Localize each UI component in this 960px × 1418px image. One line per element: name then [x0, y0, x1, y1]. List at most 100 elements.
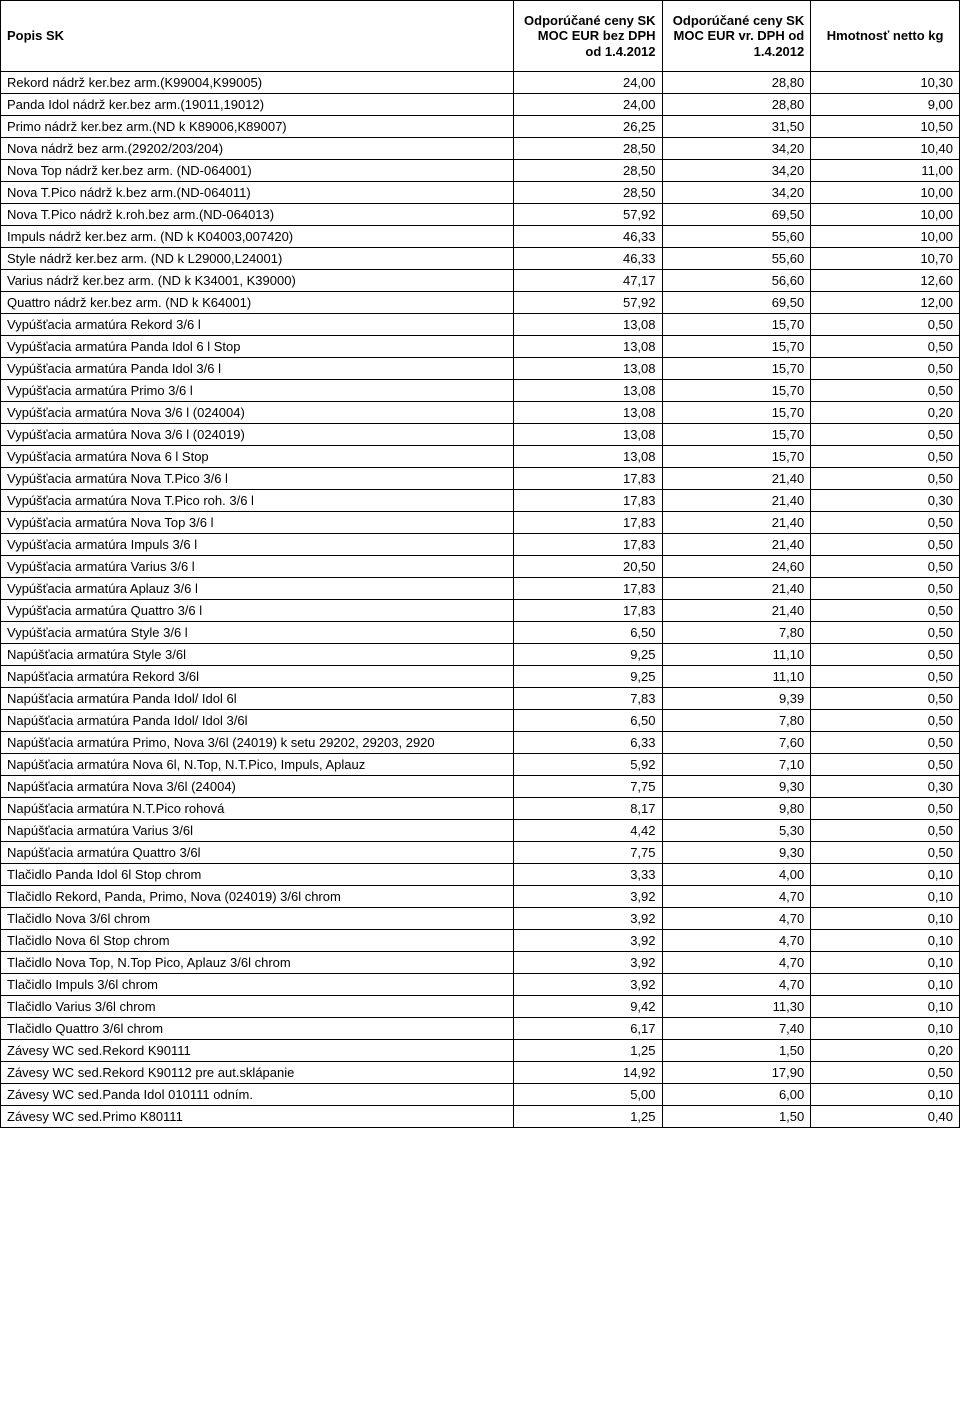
cell-desc: Napúšťacia armatúra Panda Idol/ Idol 3/6…	[1, 710, 514, 732]
cell-weight: 0,50	[811, 754, 960, 776]
cell-price-incvat: 1,50	[662, 1040, 811, 1062]
cell-desc: Vypúšťacia armatúra Nova Top 3/6 l	[1, 512, 514, 534]
cell-weight: 0,50	[811, 622, 960, 644]
cell-price-exvat: 4,42	[513, 820, 662, 842]
cell-desc: Závesy WC sed.Primo K80111	[1, 1106, 514, 1128]
cell-price-incvat: 15,70	[662, 446, 811, 468]
table-row: Impuls nádrž ker.bez arm. (ND k K04003,0…	[1, 226, 960, 248]
cell-price-exvat: 3,92	[513, 974, 662, 996]
table-row: Vypúšťacia armatúra Varius 3/6 l20,5024,…	[1, 556, 960, 578]
cell-price-exvat: 17,83	[513, 490, 662, 512]
cell-desc: Tlačidlo Quattro 3/6l chrom	[1, 1018, 514, 1040]
table-row: Vypúšťacia armatúra Nova 6 l Stop13,0815…	[1, 446, 960, 468]
table-row: Nova nádrž bez arm.(29202/203/204)28,503…	[1, 138, 960, 160]
cell-price-exvat: 9,42	[513, 996, 662, 1018]
cell-price-exvat: 28,50	[513, 138, 662, 160]
cell-price-exvat: 3,92	[513, 930, 662, 952]
cell-weight: 0,50	[811, 534, 960, 556]
cell-price-incvat: 9,80	[662, 798, 811, 820]
cell-price-incvat: 17,90	[662, 1062, 811, 1084]
cell-price-incvat: 11,10	[662, 644, 811, 666]
table-row: Napúšťacia armatúra Varius 3/6l4,425,300…	[1, 820, 960, 842]
table-row: Tlačidlo Nova Top, N.Top Pico, Aplauz 3/…	[1, 952, 960, 974]
cell-desc: Napúšťacia armatúra Quattro 3/6l	[1, 842, 514, 864]
cell-price-exvat: 13,08	[513, 424, 662, 446]
cell-price-incvat: 69,50	[662, 204, 811, 226]
cell-weight: 0,50	[811, 820, 960, 842]
cell-weight: 0,10	[811, 886, 960, 908]
table-row: Primo nádrž ker.bez arm.(ND k K89006,K89…	[1, 116, 960, 138]
cell-weight: 0,30	[811, 776, 960, 798]
cell-weight: 0,50	[811, 380, 960, 402]
header-desc: Popis SK	[1, 1, 514, 72]
cell-desc: Tlačidlo Nova 6l Stop chrom	[1, 930, 514, 952]
table-row: Vypúšťacia armatúra Panda Idol 3/6 l13,0…	[1, 358, 960, 380]
cell-price-exvat: 24,00	[513, 94, 662, 116]
cell-desc: Tlačidlo Nova 3/6l chrom	[1, 908, 514, 930]
cell-desc: Vypúšťacia armatúra Panda Idol 3/6 l	[1, 358, 514, 380]
table-row: Napúšťacia armatúra Nova 3/6l (24004)7,7…	[1, 776, 960, 798]
cell-weight: 0,10	[811, 996, 960, 1018]
cell-price-incvat: 7,40	[662, 1018, 811, 1040]
table-row: Nova T.Pico nádrž k.roh.bez arm.(ND-0640…	[1, 204, 960, 226]
cell-price-exvat: 7,75	[513, 776, 662, 798]
table-row: Quattro nádrž ker.bez arm. (ND k K64001)…	[1, 292, 960, 314]
cell-price-incvat: 21,40	[662, 512, 811, 534]
cell-weight: 0,40	[811, 1106, 960, 1128]
cell-price-exvat: 13,08	[513, 380, 662, 402]
cell-price-exvat: 7,83	[513, 688, 662, 710]
cell-weight: 0,20	[811, 402, 960, 424]
cell-weight: 10,70	[811, 248, 960, 270]
cell-price-exvat: 17,83	[513, 468, 662, 490]
cell-desc: Závesy WC sed.Panda Idol 010111 odním.	[1, 1084, 514, 1106]
cell-price-incvat: 4,70	[662, 908, 811, 930]
cell-weight: 0,10	[811, 1084, 960, 1106]
table-row: Napúšťacia armatúra Quattro 3/6l7,759,30…	[1, 842, 960, 864]
cell-price-incvat: 1,50	[662, 1106, 811, 1128]
cell-weight: 0,10	[811, 1018, 960, 1040]
table-row: Napúšťacia armatúra N.T.Pico rohová8,179…	[1, 798, 960, 820]
cell-desc: Vypúšťacia armatúra Nova 3/6 l (024019)	[1, 424, 514, 446]
cell-price-incvat: 56,60	[662, 270, 811, 292]
cell-price-incvat: 31,50	[662, 116, 811, 138]
cell-price-incvat: 15,70	[662, 380, 811, 402]
cell-desc: Napúšťacia armatúra Rekord 3/6l	[1, 666, 514, 688]
table-row: Tlačidlo Nova 6l Stop chrom3,924,700,10	[1, 930, 960, 952]
cell-price-incvat: 34,20	[662, 138, 811, 160]
table-row: Napúšťacia armatúra Nova 6l, N.Top, N.T.…	[1, 754, 960, 776]
cell-desc: Vypúšťacia armatúra Primo 3/6 l	[1, 380, 514, 402]
cell-weight: 10,40	[811, 138, 960, 160]
cell-weight: 0,10	[811, 908, 960, 930]
cell-price-exvat: 13,08	[513, 336, 662, 358]
cell-price-exvat: 13,08	[513, 314, 662, 336]
table-row: Napúšťacia armatúra Panda Idol/ Idol 6l7…	[1, 688, 960, 710]
table-row: Tlačidlo Impuls 3/6l chrom3,924,700,10	[1, 974, 960, 996]
cell-weight: 0,50	[811, 798, 960, 820]
cell-desc: Nova Top nádrž ker.bez arm. (ND-064001)	[1, 160, 514, 182]
cell-desc: Vypúšťacia armatúra Varius 3/6 l	[1, 556, 514, 578]
table-row: Napúšťacia armatúra Panda Idol/ Idol 3/6…	[1, 710, 960, 732]
cell-desc: Quattro nádrž ker.bez arm. (ND k K64001)	[1, 292, 514, 314]
cell-weight: 0,50	[811, 578, 960, 600]
cell-desc: Vypúšťacia armatúra Quattro 3/6 l	[1, 600, 514, 622]
table-body: Rekord nádrž ker.bez arm.(K99004,K99005)…	[1, 72, 960, 1128]
table-row: Vypúšťacia armatúra Panda Idol 6 l Stop1…	[1, 336, 960, 358]
cell-weight: 0,50	[811, 336, 960, 358]
cell-price-incvat: 15,70	[662, 336, 811, 358]
cell-desc: Vypúšťacia armatúra Panda Idol 6 l Stop	[1, 336, 514, 358]
cell-weight: 0,10	[811, 864, 960, 886]
cell-desc: Vypúšťacia armatúra Aplauz 3/6 l	[1, 578, 514, 600]
header-row: Popis SK Odporúčané ceny SK MOC EUR bez …	[1, 1, 960, 72]
cell-price-exvat: 6,50	[513, 710, 662, 732]
table-row: Tlačidlo Nova 3/6l chrom3,924,700,10	[1, 908, 960, 930]
cell-price-incvat: 6,00	[662, 1084, 811, 1106]
cell-desc: Tlačidlo Varius 3/6l chrom	[1, 996, 514, 1018]
table-row: Vypúšťacia armatúra Nova 3/6 l (024004)1…	[1, 402, 960, 424]
cell-desc: Vypúšťacia armatúra Nova T.Pico roh. 3/6…	[1, 490, 514, 512]
cell-desc: Vypúšťacia armatúra Rekord 3/6 l	[1, 314, 514, 336]
cell-weight: 10,50	[811, 116, 960, 138]
table-row: Vypúšťacia armatúra Primo 3/6 l13,0815,7…	[1, 380, 960, 402]
cell-weight: 0,10	[811, 974, 960, 996]
cell-desc: Vypúšťacia armatúra Impuls 3/6 l	[1, 534, 514, 556]
cell-price-exvat: 28,50	[513, 182, 662, 204]
